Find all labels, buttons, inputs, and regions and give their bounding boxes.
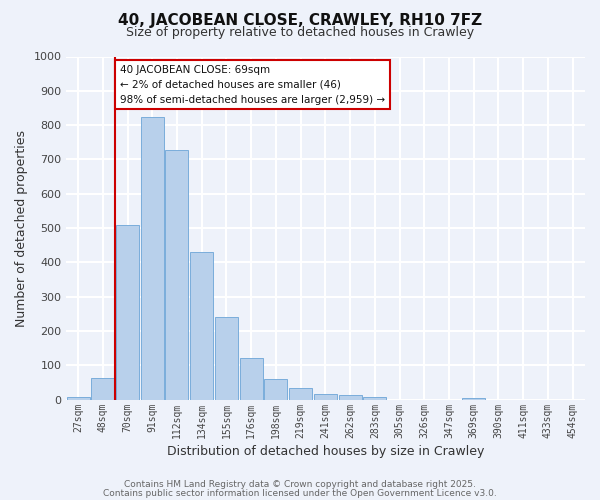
Bar bbox=[116, 224, 139, 400]
Bar bbox=[338, 396, 362, 400]
Bar bbox=[239, 358, 263, 400]
Text: Contains public sector information licensed under the Open Government Licence v3: Contains public sector information licen… bbox=[103, 488, 497, 498]
Bar bbox=[215, 317, 238, 400]
Text: 40, JACOBEAN CLOSE, CRAWLEY, RH10 7FZ: 40, JACOBEAN CLOSE, CRAWLEY, RH10 7FZ bbox=[118, 12, 482, 28]
Y-axis label: Number of detached properties: Number of detached properties bbox=[15, 130, 28, 326]
Bar bbox=[314, 394, 337, 400]
Text: Size of property relative to detached houses in Crawley: Size of property relative to detached ho… bbox=[126, 26, 474, 39]
Bar bbox=[265, 379, 287, 400]
Text: 40 JACOBEAN CLOSE: 69sqm
← 2% of detached houses are smaller (46)
98% of semi-de: 40 JACOBEAN CLOSE: 69sqm ← 2% of detache… bbox=[120, 65, 385, 104]
Bar bbox=[91, 378, 115, 400]
Bar bbox=[190, 252, 213, 400]
Bar bbox=[364, 397, 386, 400]
Text: Contains HM Land Registry data © Crown copyright and database right 2025.: Contains HM Land Registry data © Crown c… bbox=[124, 480, 476, 489]
Bar bbox=[289, 388, 312, 400]
Bar bbox=[462, 398, 485, 400]
Bar bbox=[166, 150, 188, 400]
Bar bbox=[141, 116, 164, 400]
Bar bbox=[67, 397, 89, 400]
X-axis label: Distribution of detached houses by size in Crawley: Distribution of detached houses by size … bbox=[167, 444, 484, 458]
